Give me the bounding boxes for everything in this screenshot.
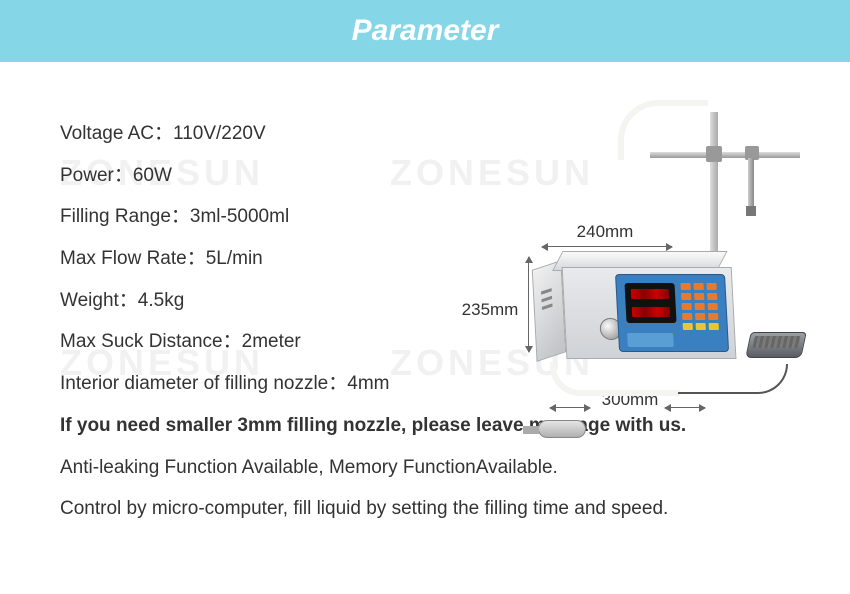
machine-tube bbox=[618, 100, 708, 160]
machine-front bbox=[562, 267, 737, 359]
product-diagram: 240mm 235mm 300mm bbox=[450, 152, 810, 472]
spec-value: 110V/220V bbox=[173, 123, 266, 144]
spec-value: 5L/min bbox=[206, 248, 263, 269]
machine-body bbox=[537, 257, 743, 367]
spec-feature: Control by micro-computer, fill liquid b… bbox=[60, 497, 850, 522]
page-title: Parameter bbox=[352, 14, 499, 48]
spec-value: 4.5kg bbox=[138, 290, 184, 311]
panel-label bbox=[627, 333, 674, 347]
spec-label: Weight： bbox=[60, 290, 138, 311]
dimension-line bbox=[665, 407, 705, 408]
machine-filter bbox=[538, 420, 586, 438]
dimension-width: 240mm bbox=[565, 222, 645, 242]
spec-label: Voltage AC： bbox=[60, 123, 173, 144]
button-grid bbox=[680, 283, 720, 330]
control-panel bbox=[615, 274, 729, 352]
spec-voltage: Voltage AC：110V/220V bbox=[60, 122, 850, 147]
content-area: ZONESUN ZONESUN ZONESUN ZONESUN Voltage … bbox=[0, 62, 850, 594]
spec-label: Interior diameter of filling nozzle： bbox=[60, 373, 347, 394]
machine-clamp bbox=[706, 146, 722, 162]
spec-label: Filling Range： bbox=[60, 206, 190, 227]
spec-value: 60W bbox=[133, 165, 172, 186]
spec-label: Power： bbox=[60, 165, 133, 186]
header-bar: Parameter bbox=[0, 0, 850, 62]
dimension-height: 235mm bbox=[455, 300, 525, 320]
foot-pedal bbox=[745, 332, 807, 358]
machine-stand bbox=[710, 112, 718, 267]
spec-label: Max Suck Distance： bbox=[60, 331, 242, 352]
machine-side bbox=[532, 260, 566, 362]
dimension-line bbox=[550, 407, 590, 408]
spec-value: 4mm bbox=[347, 373, 389, 394]
lcd-display bbox=[624, 283, 676, 323]
dimension-line bbox=[542, 246, 672, 247]
spec-value: 3ml-5000ml bbox=[190, 206, 289, 227]
pedal-cable bbox=[678, 364, 788, 394]
machine-arm bbox=[650, 152, 800, 158]
machine-tube bbox=[550, 362, 680, 396]
spec-label: Max Flow Rate： bbox=[60, 248, 206, 269]
spec-value: 2meter bbox=[242, 331, 301, 352]
machine-nozzle bbox=[748, 158, 754, 208]
dimension-line bbox=[528, 257, 529, 352]
